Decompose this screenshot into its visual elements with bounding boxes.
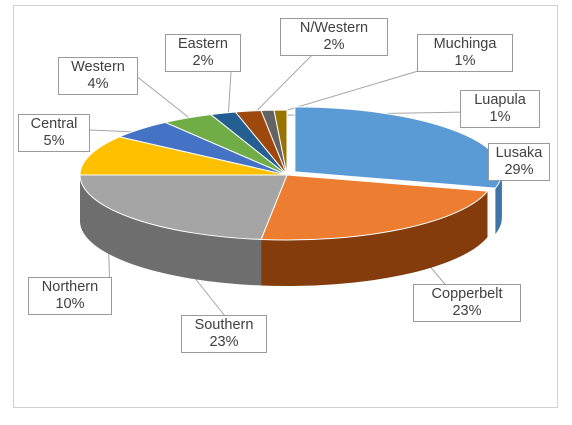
label-copperbelt-name: Copperbelt	[431, 286, 503, 302]
label-central: Central 5%	[18, 114, 90, 152]
label-n-western-name: N/Western	[299, 20, 369, 36]
pie-slice-southern	[79, 174, 288, 241]
label-luapula: Luapula 1%	[460, 90, 540, 128]
pie-side-southern	[80, 175, 262, 286]
label-lusaka: Lusaka 29%	[488, 143, 550, 181]
label-northern: Northern 10%	[28, 277, 112, 315]
label-copperbelt-value: 23%	[452, 303, 482, 319]
leader-line-western	[134, 74, 196, 123]
label-western-name: Western	[71, 59, 125, 75]
pie-side-lusaka	[495, 171, 502, 235]
label-luapula-name: Luapula	[474, 92, 526, 108]
label-southern-name: Southern	[194, 317, 254, 333]
label-northern-name: Northern	[41, 279, 99, 295]
label-eastern-value: 2%	[192, 53, 214, 69]
pie-slice-luapula	[273, 109, 288, 176]
label-muchinga-value: 1%	[454, 53, 476, 69]
label-central-value: 5%	[43, 133, 65, 149]
pie-slice-copperbelt	[260, 174, 489, 241]
label-southern-value: 23%	[209, 334, 239, 350]
pie-side-copperbelt	[261, 191, 488, 286]
label-southern: Southern 23%	[181, 315, 267, 353]
label-central-name: Central	[30, 116, 78, 132]
label-eastern-name: Eastern	[178, 36, 228, 52]
label-n-western: N/Western 2%	[280, 18, 388, 56]
label-muchinga-name: Muchinga	[433, 36, 497, 52]
label-n-western-value: 2%	[323, 37, 345, 53]
label-luapula-value: 1%	[489, 109, 511, 125]
label-copperbelt: Copperbelt 23%	[413, 284, 521, 322]
label-lusaka-value: 29%	[504, 162, 534, 178]
label-western: Western 4%	[58, 57, 138, 95]
label-northern-value: 10%	[55, 296, 85, 312]
pie-depth	[80, 171, 502, 286]
label-western-value: 4%	[87, 76, 109, 92]
pie-top	[79, 106, 503, 241]
label-muchinga: Muchinga 1%	[417, 34, 513, 72]
pie-slice-northern	[79, 136, 288, 176]
label-lusaka-name: Lusaka	[495, 145, 543, 161]
leader-line-n-western	[250, 46, 321, 117]
label-eastern: Eastern 2%	[165, 34, 241, 72]
